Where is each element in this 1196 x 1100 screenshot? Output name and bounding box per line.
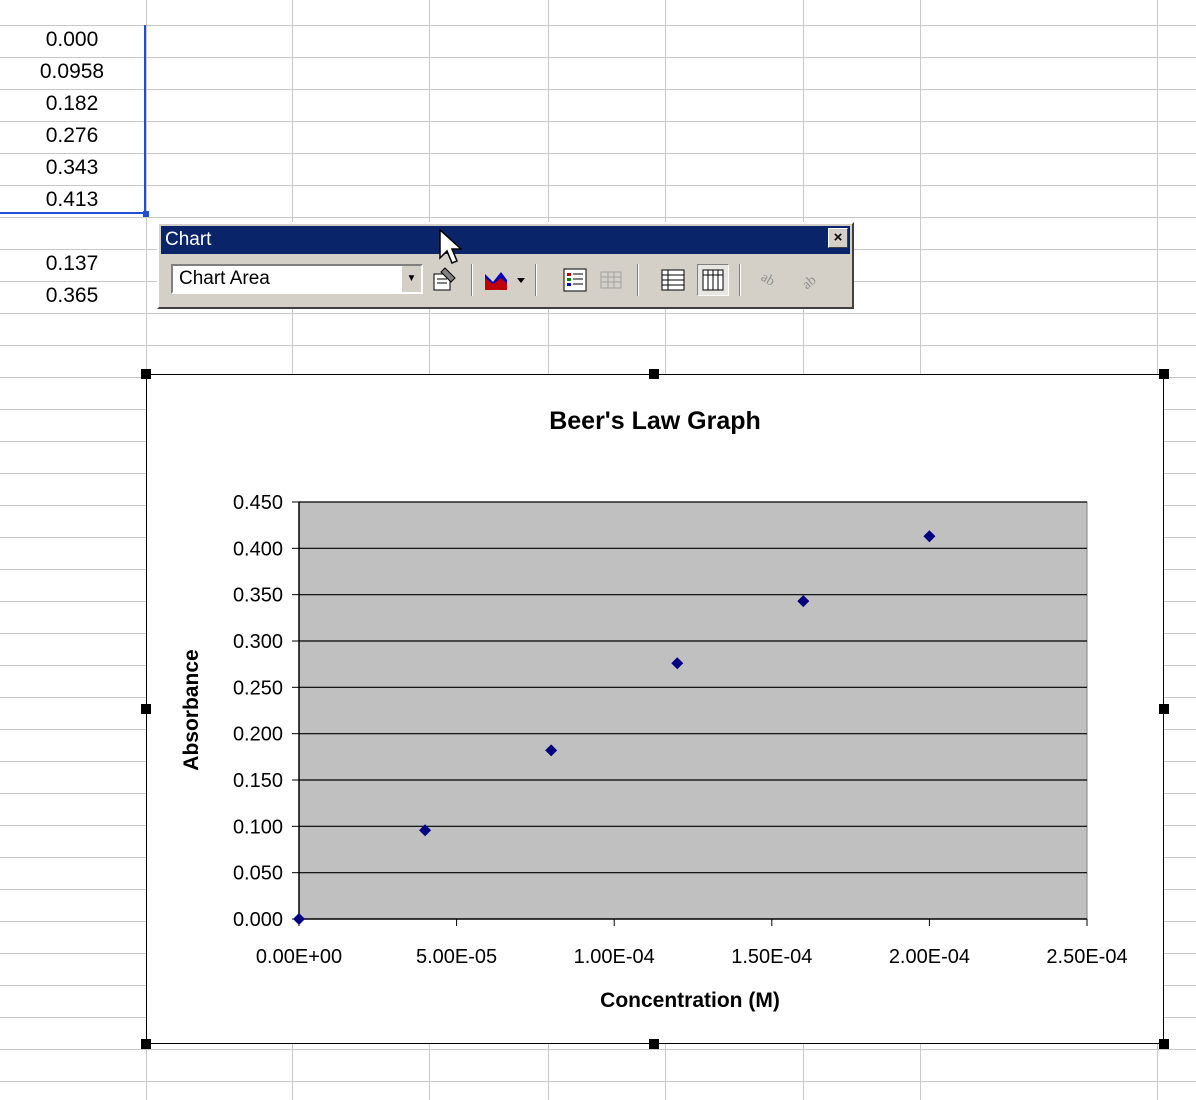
- cell-a7[interactable]: [8, 217, 136, 249]
- legend-button[interactable]: [559, 264, 591, 296]
- resize-handle[interactable]: [1159, 704, 1169, 714]
- chart-type-icon: [485, 272, 525, 290]
- y-tick-label: 0.250: [233, 677, 283, 699]
- format-chart-area-icon: [433, 267, 456, 291]
- chart-objects-select[interactable]: Chart Area ▼: [171, 264, 423, 294]
- chart-objects-value: Chart Area: [179, 268, 270, 289]
- x-axis-label[interactable]: Concentration (M): [600, 989, 780, 1012]
- by-column-button[interactable]: [697, 264, 729, 296]
- toolbar-separator: [535, 264, 537, 296]
- by-row-button[interactable]: [657, 264, 689, 296]
- x-tick-label: 2.00E-04: [889, 946, 970, 968]
- resize-handle[interactable]: [1159, 369, 1169, 379]
- x-tick-label: 1.00E-04: [574, 946, 655, 968]
- axes: [298, 502, 1088, 926]
- data-point-marker[interactable]: [293, 913, 305, 925]
- y-tick-label: 0.400: [233, 538, 283, 560]
- angle-text-downward-icon: ab: [758, 270, 777, 290]
- cell-a1[interactable]: 0.000: [45, 28, 99, 51]
- y-tick-label: 0.300: [233, 631, 283, 653]
- gridlines: [292, 501, 1087, 920]
- close-icon: ×: [833, 229, 843, 246]
- chevron-down-icon[interactable]: ▼: [401, 266, 421, 292]
- toolbar-title-bar[interactable]: Chart: [161, 226, 850, 254]
- cell-a4[interactable]: 0.276: [45, 124, 99, 147]
- resize-handle[interactable]: [141, 1039, 151, 1049]
- cell-a3[interactable]: 0.182: [45, 92, 99, 115]
- x-tick-label: 2.50E-04: [1046, 946, 1127, 968]
- format-chart-area-button[interactable]: [427, 264, 459, 296]
- mouse-pointer-icon: [439, 228, 463, 264]
- data-point-marker[interactable]: [545, 744, 558, 757]
- by-row-icon: [661, 269, 685, 291]
- y-tick-label: 0.200: [233, 724, 283, 746]
- data-point-marker[interactable]: [923, 530, 936, 543]
- chart-toolbar: Chart × Chart Area ▼: [157, 222, 854, 309]
- plot-area[interactable]: [298, 501, 1088, 920]
- angle-text-downward-button[interactable]: ab: [755, 264, 787, 296]
- svg-text:ab: ab: [800, 273, 820, 293]
- x-tick-label: 1.50E-04: [731, 946, 812, 968]
- data-point-marker[interactable]: [671, 657, 684, 670]
- svg-text:ab: ab: [758, 270, 777, 290]
- resize-handle[interactable]: [141, 704, 151, 714]
- y-tick-labels: 0.000 0.050 0.100 0.150 0.200 0.250 0.300 0.350…: [233, 492, 283, 931]
- y-tick-label: 0.150: [233, 770, 283, 792]
- toolbar-separator: [471, 264, 473, 296]
- data-table-icon: [600, 271, 622, 289]
- cell-a6[interactable]: 0.413: [45, 188, 99, 211]
- fill-handle[interactable]: [143, 211, 149, 217]
- x-tick-label: 0.00E+00: [256, 946, 342, 968]
- data-point-marker[interactable]: [419, 824, 432, 837]
- embedded-chart[interactable]: 0.000 0.050 0.100 0.150 0.200 0.250 0.300 0.350…: [141, 369, 1169, 1049]
- legend-icon: [563, 268, 587, 292]
- data-table-button[interactable]: [595, 264, 627, 296]
- y-tick-label: 0.100: [233, 816, 283, 838]
- scatter-chart[interactable]: 0.000 0.050 0.100 0.150 0.200 0.250 0.300 0.350…: [147, 375, 1163, 1043]
- toolbar-title: Chart: [165, 229, 212, 250]
- y-tick-label: 0.050: [233, 863, 283, 885]
- x-tick-labels: 0.00E+00 5.00E-05 1.00E-04 1.50E-04 2.00E-04…: [256, 946, 1128, 968]
- x-tick-label: 5.00E-05: [416, 946, 497, 968]
- cell-a9[interactable]: 0.365: [45, 284, 99, 307]
- resize-handle[interactable]: [1159, 1039, 1169, 1049]
- resize-handle[interactable]: [649, 1039, 659, 1049]
- resize-handle[interactable]: [649, 369, 659, 379]
- chart-type-button[interactable]: [479, 264, 529, 296]
- toolbar-separator: [637, 264, 639, 296]
- chart-title[interactable]: Beer's Law Graph: [549, 407, 761, 435]
- data-point-marker[interactable]: [797, 595, 810, 608]
- y-tick-label: 0.350: [233, 585, 283, 607]
- resize-handle[interactable]: [141, 369, 151, 379]
- cell-a8[interactable]: 0.137: [45, 252, 99, 275]
- cell-a5[interactable]: 0.343: [45, 156, 99, 179]
- angle-text-upward-icon: ab: [800, 273, 820, 293]
- angle-text-upward-button[interactable]: ab: [795, 264, 827, 296]
- toolbar-separator: [739, 264, 741, 296]
- by-column-icon: [702, 269, 724, 291]
- data-points[interactable]: [293, 530, 936, 925]
- y-tick-label: 0.000: [233, 909, 283, 931]
- y-axis-label[interactable]: Absorbance: [180, 649, 203, 770]
- cell-a2[interactable]: 0.0958: [39, 60, 105, 83]
- close-button[interactable]: ×: [828, 228, 848, 248]
- y-tick-label: 0.450: [233, 492, 283, 514]
